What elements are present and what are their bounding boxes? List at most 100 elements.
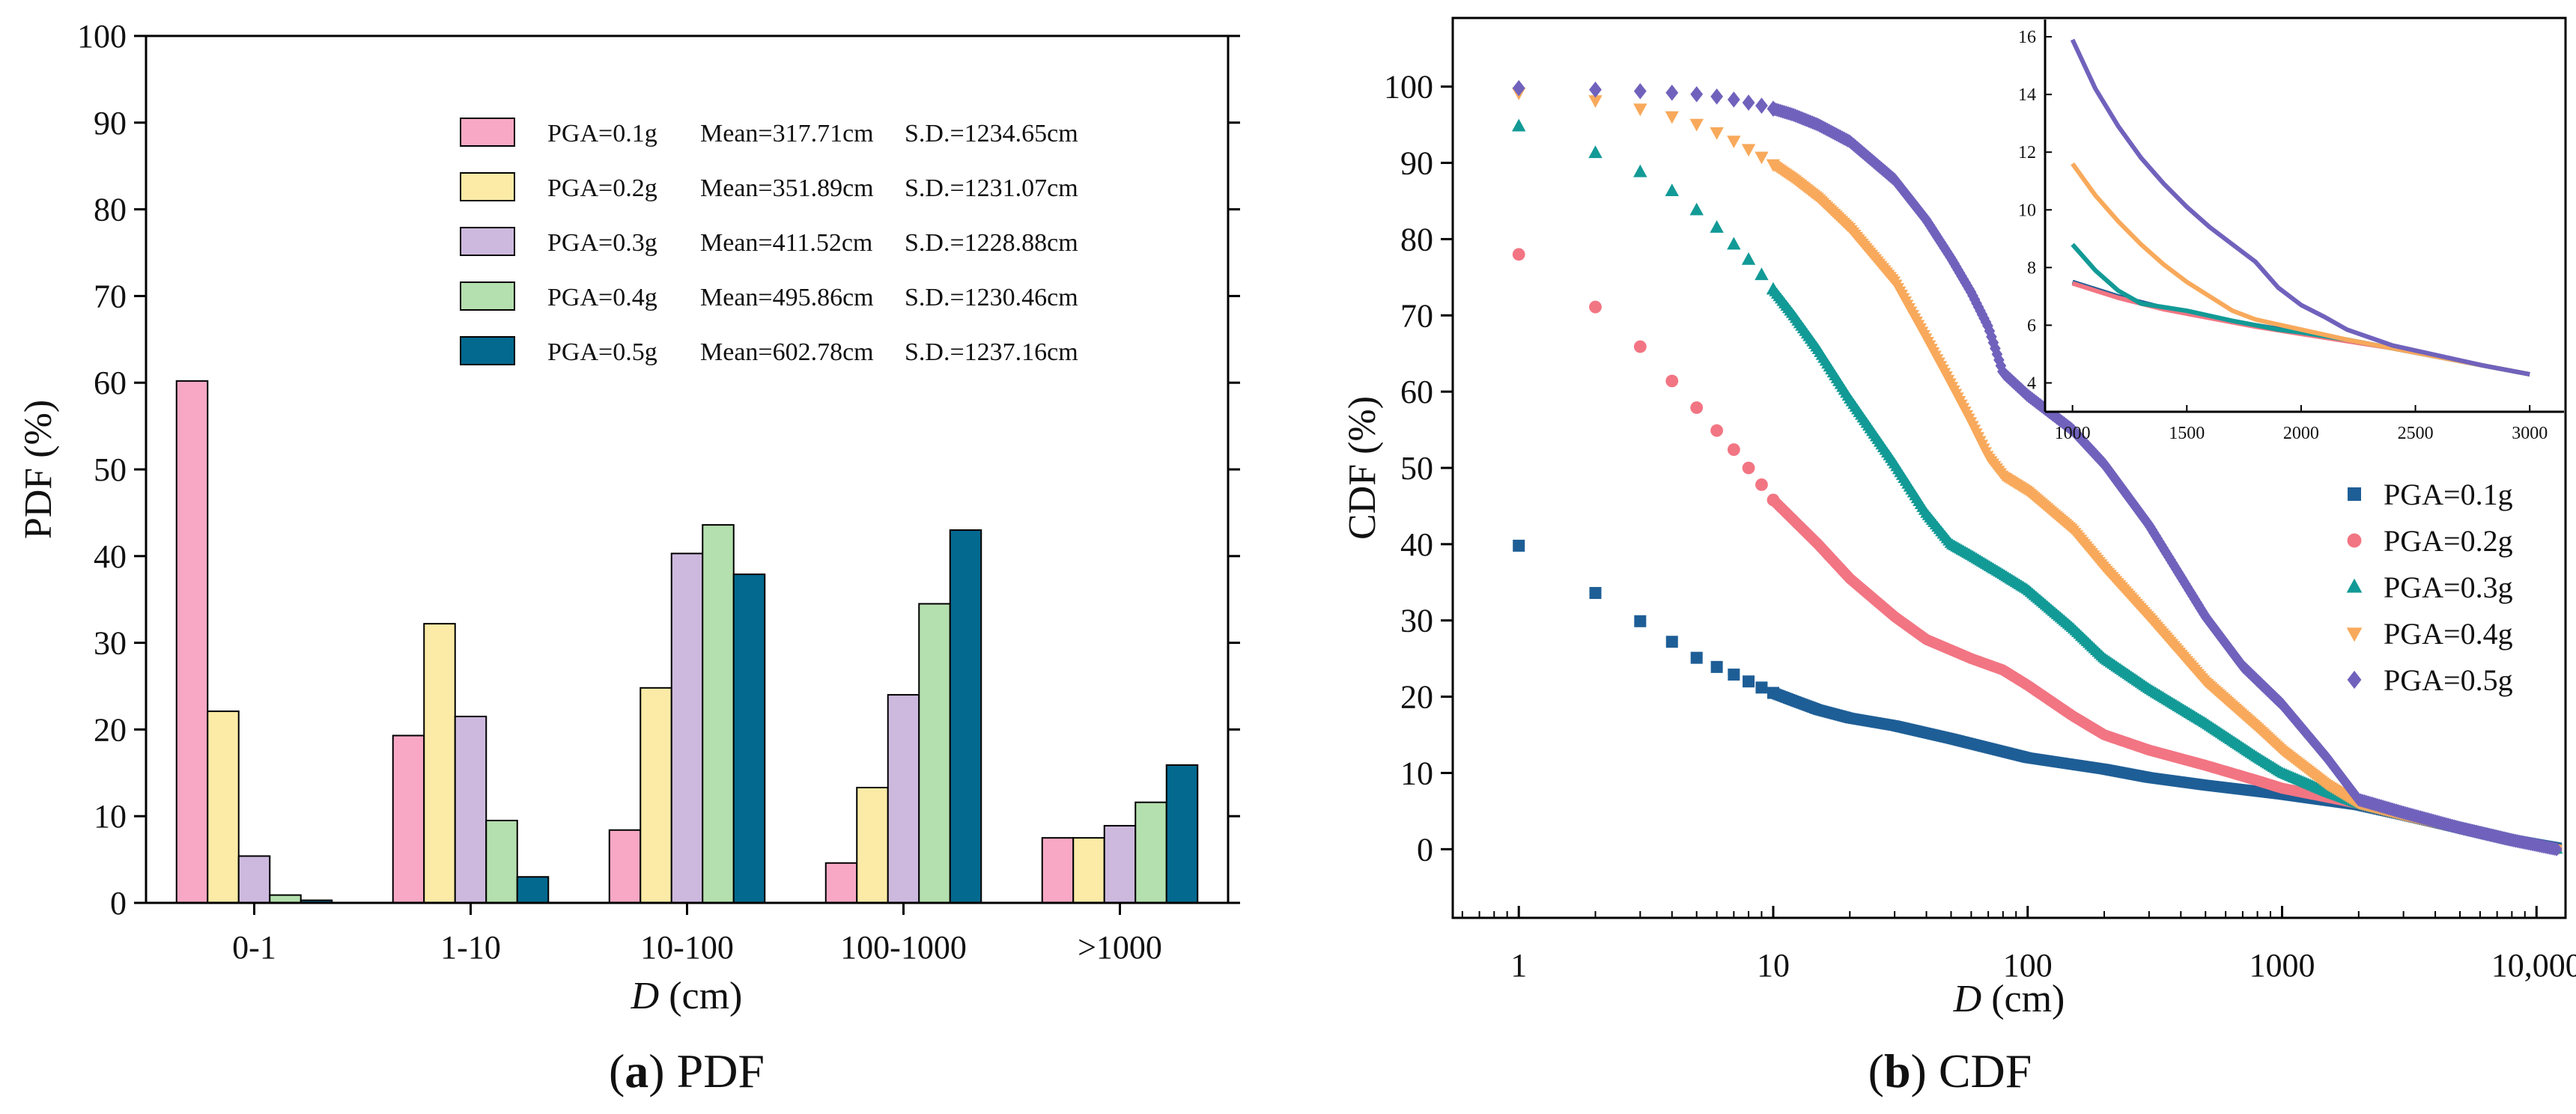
- y-tick-label: 70: [1400, 297, 1433, 334]
- x-tick-label: 1000: [2250, 947, 2315, 984]
- legend-label: PGA=0.1g: [2384, 478, 2513, 511]
- panel-b-legend: PGA=0.1g PGA=0.2g PGA=0.3g PGA=0.4g PGA=0.5g: [2346, 478, 2513, 697]
- data-point: [1589, 81, 1602, 98]
- y-tick-label: 100: [77, 18, 127, 55]
- data-point: [1589, 587, 1602, 600]
- data-point: [1589, 300, 1602, 314]
- y-tick-label: 100: [1384, 69, 1433, 106]
- data-point: [1588, 145, 1603, 159]
- data-point: [1755, 681, 1768, 694]
- legend-sd: S.D.=1231.07cm: [905, 174, 1078, 202]
- bar: [423, 623, 456, 904]
- data-point: [1710, 220, 1724, 233]
- data-point: [1634, 615, 1647, 627]
- data-point: [2346, 578, 2363, 593]
- data-point: [1689, 202, 1704, 216]
- legend-label: PGA=0.2g: [2384, 524, 2513, 558]
- legend-mean: Mean=495.86cm: [700, 284, 874, 311]
- y-tick-label: 90: [94, 105, 127, 141]
- legend-label: PGA=0.4g: [2384, 617, 2513, 651]
- legend-swatch: [460, 172, 515, 201]
- x-tick-label: 1-10: [440, 929, 501, 966]
- y-tick-label: 10: [94, 798, 127, 835]
- y-tick-label: 0: [110, 885, 127, 922]
- data-point: [2551, 841, 2563, 856]
- x-tick-label: 0-1: [232, 929, 276, 966]
- legend-label: PGA=0.1g: [547, 120, 657, 147]
- panel-b-series: [1512, 79, 2563, 856]
- bar: [732, 573, 766, 904]
- legend-sd: S.D.=1228.88cm: [905, 229, 1078, 257]
- data-point: [1512, 248, 1525, 261]
- panel-b-caption: (b) CDF: [1868, 1044, 2032, 1098]
- bar: [207, 710, 240, 904]
- panel-b-inset: 1000 1500 2000 2500 3000 4 6 8 10 12 14 16: [2018, 19, 2564, 443]
- legend-label: PGA=0.3g: [547, 229, 657, 257]
- data-point: [1727, 91, 1740, 108]
- data-point: [1665, 111, 1679, 124]
- y-tick-label: 30: [1400, 603, 1433, 639]
- bar: [856, 786, 889, 904]
- panel-a-legend: PGA=0.1g Mean=317.71cm S.D.=1234.65cm PGA=0…: [460, 118, 1078, 366]
- y-tick-label: 20: [94, 711, 127, 748]
- bar: [1165, 764, 1199, 904]
- legend-sd: S.D.=1230.46cm: [905, 284, 1078, 311]
- inset-line: [2070, 38, 2530, 377]
- bar: [824, 862, 858, 904]
- legend-sd: S.D.=1237.16cm: [905, 338, 1078, 366]
- data-point: [1727, 443, 1740, 456]
- data-point: [1755, 97, 1768, 114]
- y-tick-label: 40: [94, 538, 127, 575]
- data-point: [1633, 340, 1647, 353]
- y-tick-label: 90: [1400, 145, 1433, 182]
- data-point: [1755, 478, 1768, 491]
- bar: [1072, 837, 1105, 904]
- data-point: [1710, 660, 1723, 673]
- legend-mean: Mean=602.78cm: [700, 338, 874, 366]
- bar: [702, 524, 735, 904]
- legend-label: PGA=0.5g: [2384, 663, 2513, 697]
- inset-x-tick-label: 1000: [2055, 424, 2091, 443]
- data-point: [1690, 651, 1703, 664]
- inset-background: [2045, 19, 2564, 412]
- y-tick-label: 60: [1400, 374, 1433, 410]
- inset-y-tick-label: 12: [2018, 143, 2036, 162]
- bar: [1134, 801, 1167, 904]
- data-point: [1633, 164, 1647, 177]
- y-tick-label: 50: [1400, 450, 1433, 487]
- data-point: [1755, 151, 1769, 165]
- panel-a-frame: [145, 34, 1230, 904]
- data-point: [1727, 237, 1741, 250]
- panel-a-y-axis-label: PDF (%): [17, 400, 60, 539]
- legend-swatch: [460, 336, 515, 365]
- bar: [516, 876, 550, 904]
- y-tick-label: 10: [1400, 755, 1433, 791]
- legend-label: PGA=0.3g: [2384, 570, 2513, 604]
- legend-swatch: [460, 281, 515, 311]
- x-tick-label: 10-100: [640, 929, 734, 966]
- y-tick-label: 50: [94, 451, 127, 488]
- y-tick-label: 20: [1400, 679, 1433, 716]
- x-tick-label: 100-1000: [840, 929, 967, 966]
- data-point: [1728, 669, 1740, 681]
- bar: [670, 553, 704, 904]
- data-point: [1665, 636, 1678, 648]
- bar: [640, 687, 672, 904]
- inset-y-tick-label: 8: [2027, 258, 2036, 278]
- bar: [237, 855, 271, 904]
- panel-a-bars: [175, 380, 1199, 904]
- data-point: [2348, 487, 2361, 501]
- y-tick-label: 0: [1417, 831, 1433, 868]
- bar: [454, 716, 487, 904]
- data-point: [1742, 461, 1755, 475]
- bar: [1041, 837, 1075, 904]
- bar: [175, 380, 209, 904]
- legend-swatch: [460, 118, 515, 147]
- bar: [918, 603, 951, 904]
- legend-mean: Mean=317.71cm: [700, 120, 874, 147]
- inset-lines: [2070, 38, 2530, 377]
- x-tick-label: 10,000: [2491, 947, 2576, 984]
- legend-label: PGA=0.5g: [547, 338, 657, 366]
- data-point: [1727, 136, 1741, 149]
